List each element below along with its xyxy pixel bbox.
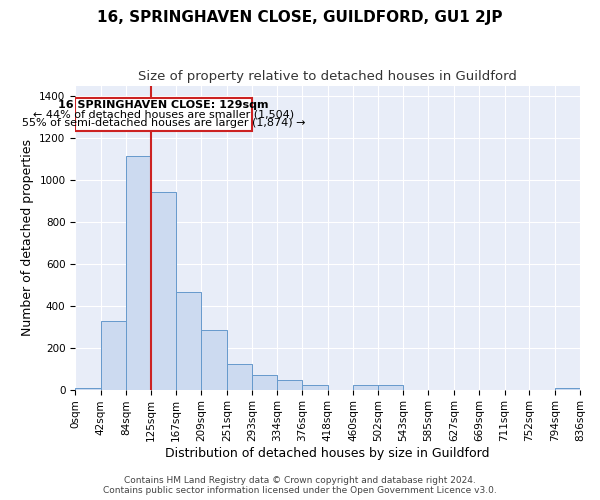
Bar — [554, 388, 580, 390]
Bar — [227, 364, 252, 390]
Bar — [75, 98, 252, 130]
Bar — [75, 388, 101, 390]
Bar — [252, 375, 277, 390]
Bar — [126, 156, 151, 390]
Text: 16, SPRINGHAVEN CLOSE, GUILDFORD, GU1 2JP: 16, SPRINGHAVEN CLOSE, GUILDFORD, GU1 2J… — [97, 10, 503, 25]
Bar — [277, 380, 302, 390]
Y-axis label: Number of detached properties: Number of detached properties — [21, 139, 34, 336]
Bar — [101, 322, 126, 390]
Title: Size of property relative to detached houses in Guildford: Size of property relative to detached ho… — [138, 70, 517, 83]
Text: Contains HM Land Registry data © Crown copyright and database right 2024.
Contai: Contains HM Land Registry data © Crown c… — [103, 476, 497, 495]
X-axis label: Distribution of detached houses by size in Guildford: Distribution of detached houses by size … — [166, 447, 490, 460]
Text: 16 SPRINGHAVEN CLOSE: 129sqm: 16 SPRINGHAVEN CLOSE: 129sqm — [58, 100, 269, 110]
Bar — [353, 386, 379, 390]
Bar — [379, 386, 403, 390]
Bar — [202, 330, 227, 390]
Text: 55% of semi-detached houses are larger (1,874) →: 55% of semi-detached houses are larger (… — [22, 118, 305, 128]
Bar — [302, 386, 328, 390]
Bar — [151, 192, 176, 390]
Bar — [176, 292, 202, 390]
Text: ← 44% of detached houses are smaller (1,504): ← 44% of detached houses are smaller (1,… — [33, 110, 294, 120]
